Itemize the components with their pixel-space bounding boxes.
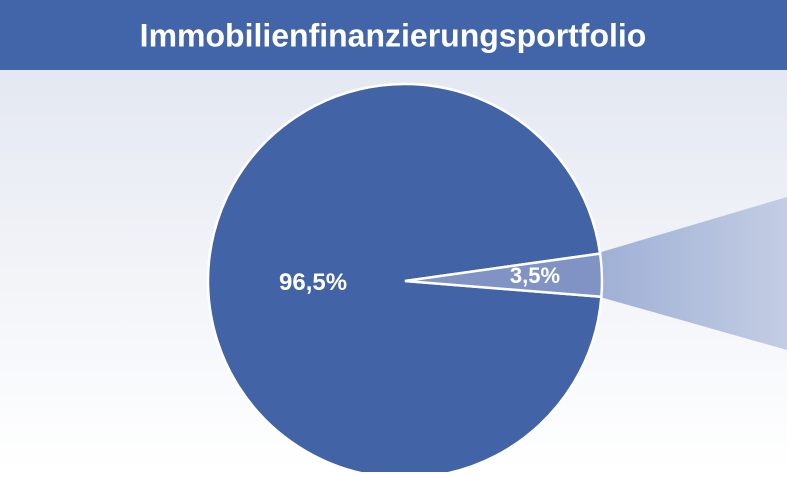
chart-title: Immobilienfinanzierungsportfolio [140,17,647,53]
pie [206,82,604,477]
data-label: 96,5% [279,269,347,296]
pie-slice [404,252,604,299]
slice-extension [598,197,787,350]
title-bar [0,0,787,70]
data-label: 3,5% [510,263,560,288]
pie-slice [206,82,603,477]
